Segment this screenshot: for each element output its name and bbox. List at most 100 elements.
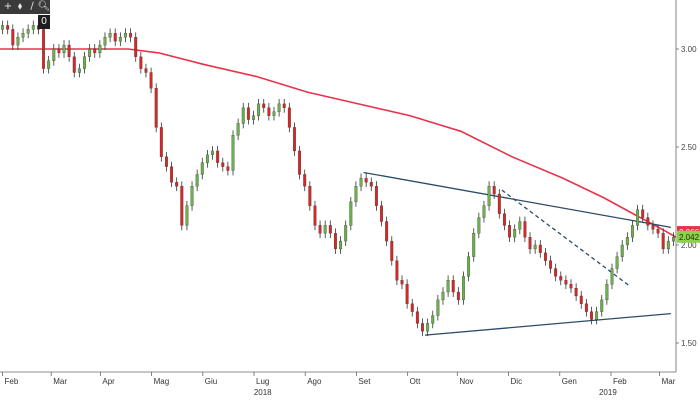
candle-down — [303, 174, 307, 187]
candle-up — [441, 291, 445, 301]
candle-up — [426, 323, 430, 332]
candle-up — [88, 48, 92, 57]
candle-up — [462, 276, 465, 301]
candle-down — [139, 56, 143, 69]
x-tick-label: Gen — [562, 377, 577, 386]
candle-down — [293, 127, 296, 152]
y-tick-label: 3.00 — [681, 45, 697, 54]
candle-down — [175, 182, 179, 187]
candle-up — [610, 268, 614, 285]
candle-up — [1, 25, 5, 30]
x-tick-label: Feb — [5, 377, 19, 386]
candle-up — [436, 299, 440, 316]
zoom-icon[interactable]: 🔍︎ — [37, 1, 51, 12]
candle-down — [6, 25, 10, 30]
year-label: 2019 — [599, 388, 617, 397]
candle-up — [446, 280, 450, 293]
candle-up — [31, 25, 35, 30]
candle-down — [226, 166, 230, 171]
draw-line-icon[interactable]: ∕ — [30, 1, 34, 12]
candle-up — [518, 221, 522, 230]
candle-down — [369, 182, 373, 187]
crosshair-icon[interactable]: + — [3, 1, 13, 12]
candle-down — [134, 37, 138, 57]
candle-up — [487, 186, 491, 206]
trendline-1 — [363, 171, 671, 228]
candle-down — [154, 88, 158, 128]
candle-down — [405, 284, 409, 304]
candle-down — [543, 252, 547, 261]
candle-up — [241, 107, 245, 124]
candle-up — [272, 111, 276, 116]
candle-up — [236, 123, 240, 136]
candle-up — [472, 233, 476, 257]
candle-down — [451, 280, 455, 293]
candle-up — [344, 225, 348, 242]
x-tick-label: Ott — [410, 377, 421, 386]
candle-up — [98, 44, 102, 54]
candle-up — [108, 33, 112, 38]
candle-up — [103, 37, 107, 46]
candle-down — [651, 225, 655, 230]
candle-up — [671, 237, 675, 242]
candle-down — [57, 48, 61, 54]
candle-down — [380, 205, 383, 222]
last-price-tag-box — [677, 230, 700, 243]
candle-down — [72, 56, 76, 73]
candle-up — [190, 186, 194, 206]
trendline-layer — [363, 171, 671, 336]
candle-down — [113, 33, 117, 42]
moving-average-line — [0, 48, 677, 238]
candle-up — [211, 150, 214, 155]
x-tick-label: Apr — [102, 377, 115, 386]
candle-down — [364, 178, 368, 183]
candle-down — [559, 276, 563, 281]
candle-down — [395, 260, 399, 281]
candle-up — [605, 284, 609, 301]
candle-down — [144, 68, 148, 73]
candle-up — [431, 315, 435, 324]
candle-up — [185, 205, 189, 226]
candlestick-layer — [1, 20, 675, 337]
candle-up — [16, 37, 20, 46]
x-tick-label: Feb — [613, 377, 627, 386]
candle-down — [508, 225, 512, 238]
candle-down — [318, 225, 322, 234]
moving-average-layer — [0, 48, 677, 238]
candle-down — [385, 221, 389, 242]
candle-down — [528, 237, 532, 250]
candle-up — [349, 201, 353, 226]
candle-up — [636, 209, 640, 226]
candle-down — [246, 107, 250, 120]
y-tick-label: 1.50 — [681, 339, 697, 348]
chart-toolbar: + ⬧ ∕ 🔍︎ — [0, 0, 50, 14]
candle-down — [390, 240, 394, 261]
trendline-3 — [501, 189, 631, 287]
candle-down — [497, 193, 501, 214]
candle-down — [282, 103, 286, 108]
candle-down — [267, 107, 271, 116]
x-tick-label: Giu — [205, 377, 217, 386]
candle-up — [339, 240, 343, 250]
zoom-reset-button[interactable]: 0 — [38, 15, 50, 29]
pan-icon[interactable]: ⬧ — [17, 1, 23, 12]
candle-down — [400, 280, 404, 285]
y-tick-label: 2.00 — [681, 241, 697, 250]
candle-down — [170, 166, 174, 183]
candle-up — [195, 174, 199, 187]
candle-up — [47, 60, 51, 69]
candle-down — [164, 156, 168, 167]
candle-down — [313, 205, 317, 226]
candle-up — [513, 229, 517, 238]
x-tick-label: Ago — [307, 377, 322, 386]
x-tick-label: Mar — [53, 377, 67, 386]
candle-down — [502, 213, 506, 226]
candle-down — [590, 311, 593, 320]
candle-down — [646, 217, 650, 226]
candle-up — [595, 311, 599, 320]
candle-down — [67, 44, 71, 57]
candle-down — [656, 229, 660, 234]
candle-up — [26, 29, 30, 34]
candle-down — [584, 303, 588, 312]
x-tick-label: Set — [358, 377, 371, 386]
